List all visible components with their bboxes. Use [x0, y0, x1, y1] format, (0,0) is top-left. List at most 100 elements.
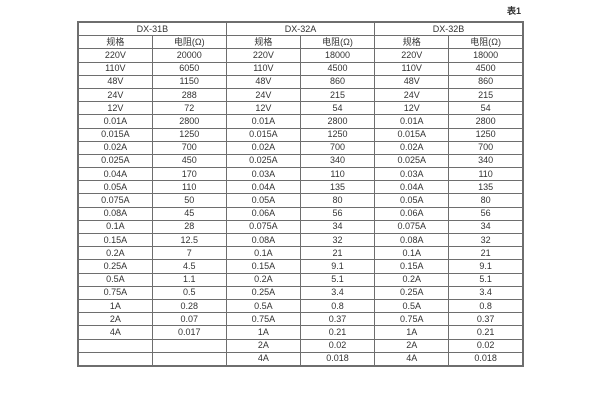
- cell-spec: 0.05A: [225, 193, 301, 208]
- spec-column-header: 规格: [225, 35, 301, 50]
- table-row: 1A 0.28 0.5A 0.8 0.5A 0.8: [77, 298, 524, 314]
- cell-spec: 0.08A: [225, 232, 301, 248]
- cell-spec: 12V: [374, 101, 450, 116]
- spec-column-header: 规格: [374, 35, 450, 50]
- cell-resistance: 18000: [448, 48, 524, 63]
- cell-resistance: 5.1: [299, 272, 376, 287]
- cell-spec: 0.04A: [374, 180, 450, 195]
- cell-spec: 110V: [77, 61, 153, 76]
- cell-resistance: 700: [299, 140, 376, 155]
- table-row: 0.15A 12.5 0.08A 32 0.08A 32: [77, 232, 524, 248]
- cell-resistance: 72: [151, 101, 227, 116]
- cell-spec: 12V: [225, 101, 301, 116]
- cell-resistance: 0.21: [299, 325, 376, 340]
- table-row: 0.025A 450 0.025A 340 0.025A 340: [77, 153, 524, 169]
- cell-spec: 0.015A: [374, 127, 450, 142]
- cell-resistance: 110: [448, 167, 524, 182]
- cell-spec: 0.5A: [225, 298, 301, 314]
- cell-spec: 0.03A: [374, 167, 450, 182]
- cell-spec: 0.05A: [374, 193, 450, 208]
- cell-spec: 0.25A: [225, 285, 301, 300]
- cell-resistance: 6050: [151, 61, 227, 76]
- table-row: 0.015A 1250 0.015A 1250 0.015A 1250: [77, 127, 524, 142]
- table-row: 0.08A 45 0.06A 56 0.06A 56: [77, 206, 524, 221]
- cell-resistance: 4500: [448, 61, 524, 76]
- cell-resistance: 54: [448, 101, 524, 116]
- cell-resistance: 1.1: [151, 272, 227, 287]
- cell-resistance: 215: [299, 87, 376, 103]
- cell-spec: 4A: [374, 351, 450, 367]
- cell-resistance: 2800: [448, 114, 524, 129]
- cell-resistance: 32: [299, 232, 376, 248]
- cell-resistance: 2800: [151, 114, 227, 129]
- cell-resistance: 32: [448, 232, 524, 248]
- cell-spec: 0.01A: [225, 114, 301, 129]
- cell-resistance: 56: [448, 206, 524, 221]
- cell-spec: 0.75A: [225, 312, 301, 327]
- cell-spec: 0.15A: [77, 232, 153, 248]
- cell-spec: 110V: [225, 61, 301, 76]
- cell-resistance: 0.37: [448, 312, 524, 327]
- group-header-row: DX-31B DX-32A DX-32B: [77, 21, 524, 37]
- cell-spec: 0.15A: [225, 259, 301, 274]
- cell-spec: 2A: [77, 312, 153, 327]
- table-row: 220V 20000 220V 18000 220V 18000: [77, 48, 524, 63]
- cell-resistance: 80: [299, 193, 376, 208]
- cell-spec: 0.08A: [77, 206, 153, 221]
- cell-spec: 24V: [225, 87, 301, 103]
- cell-spec: 0.1A: [225, 246, 301, 261]
- cell-resistance: 0.02: [448, 338, 524, 353]
- table-row: 48V 1150 48V 860 48V 860: [77, 74, 524, 89]
- cell-resistance: 3.4: [448, 285, 524, 300]
- cell-resistance: 860: [299, 74, 376, 89]
- table-row: 4A 0.018 4A 0.018: [77, 351, 524, 367]
- cell-spec: 0.75A: [77, 285, 153, 300]
- resistance-column-header: 电阻(Ω): [151, 35, 227, 50]
- cell-spec: 0.075A: [374, 219, 450, 235]
- cell-resistance: 3.4: [299, 285, 376, 300]
- cell-spec: 0.25A: [77, 259, 153, 274]
- group-header-dx-32a: DX-32A: [225, 21, 376, 37]
- cell-resistance: [151, 338, 227, 353]
- cell-resistance: 860: [448, 74, 524, 89]
- group-header-dx-32b: DX-32B: [374, 21, 524, 37]
- cell-resistance: 1250: [151, 127, 227, 142]
- cell-resistance: 21: [448, 246, 524, 261]
- cell-spec: 0.02A: [374, 140, 450, 155]
- cell-spec: 0.06A: [374, 206, 450, 221]
- cell-spec: 0.15A: [374, 259, 450, 274]
- cell-spec: 220V: [77, 48, 153, 63]
- cell-resistance: 7: [151, 246, 227, 261]
- spec-column-header: 规格: [77, 35, 153, 50]
- cell-resistance: [151, 351, 227, 367]
- cell-resistance: 135: [448, 180, 524, 195]
- cell-spec: 48V: [374, 74, 450, 89]
- table-row: 0.1A 28 0.075A 34 0.075A 34: [77, 219, 524, 235]
- cell-spec: 0.06A: [225, 206, 301, 221]
- cell-resistance: 110: [299, 167, 376, 182]
- cell-resistance: 0.017: [151, 325, 227, 340]
- cell-spec: 0.04A: [77, 167, 153, 182]
- cell-resistance: 1250: [299, 127, 376, 142]
- cell-resistance: 700: [448, 140, 524, 155]
- cell-spec: [77, 338, 153, 353]
- cell-spec: 0.08A: [374, 232, 450, 248]
- cell-resistance: 135: [299, 180, 376, 195]
- cell-resistance: 340: [299, 153, 376, 169]
- cell-resistance: 56: [299, 206, 376, 221]
- cell-spec: 0.075A: [77, 193, 153, 208]
- table-row: 0.02A 700 0.02A 700 0.02A 700: [77, 140, 524, 155]
- cell-spec: 1A: [77, 298, 153, 314]
- cell-spec: 110V: [374, 61, 450, 76]
- cell-spec: 0.015A: [77, 127, 153, 142]
- cell-spec: 0.025A: [225, 153, 301, 169]
- table-row: 0.2A 7 0.1A 21 0.1A 21: [77, 246, 524, 261]
- cell-spec: 220V: [225, 48, 301, 63]
- cell-spec: 0.05A: [77, 180, 153, 195]
- cell-spec: 4A: [77, 325, 153, 340]
- cell-resistance: 0.8: [448, 298, 524, 314]
- table-row: 2A 0.07 0.75A 0.37 0.75A 0.37: [77, 312, 524, 327]
- cell-spec: 0.04A: [225, 180, 301, 195]
- table-row: 0.5A 1.1 0.2A 5.1 0.2A 5.1: [77, 272, 524, 287]
